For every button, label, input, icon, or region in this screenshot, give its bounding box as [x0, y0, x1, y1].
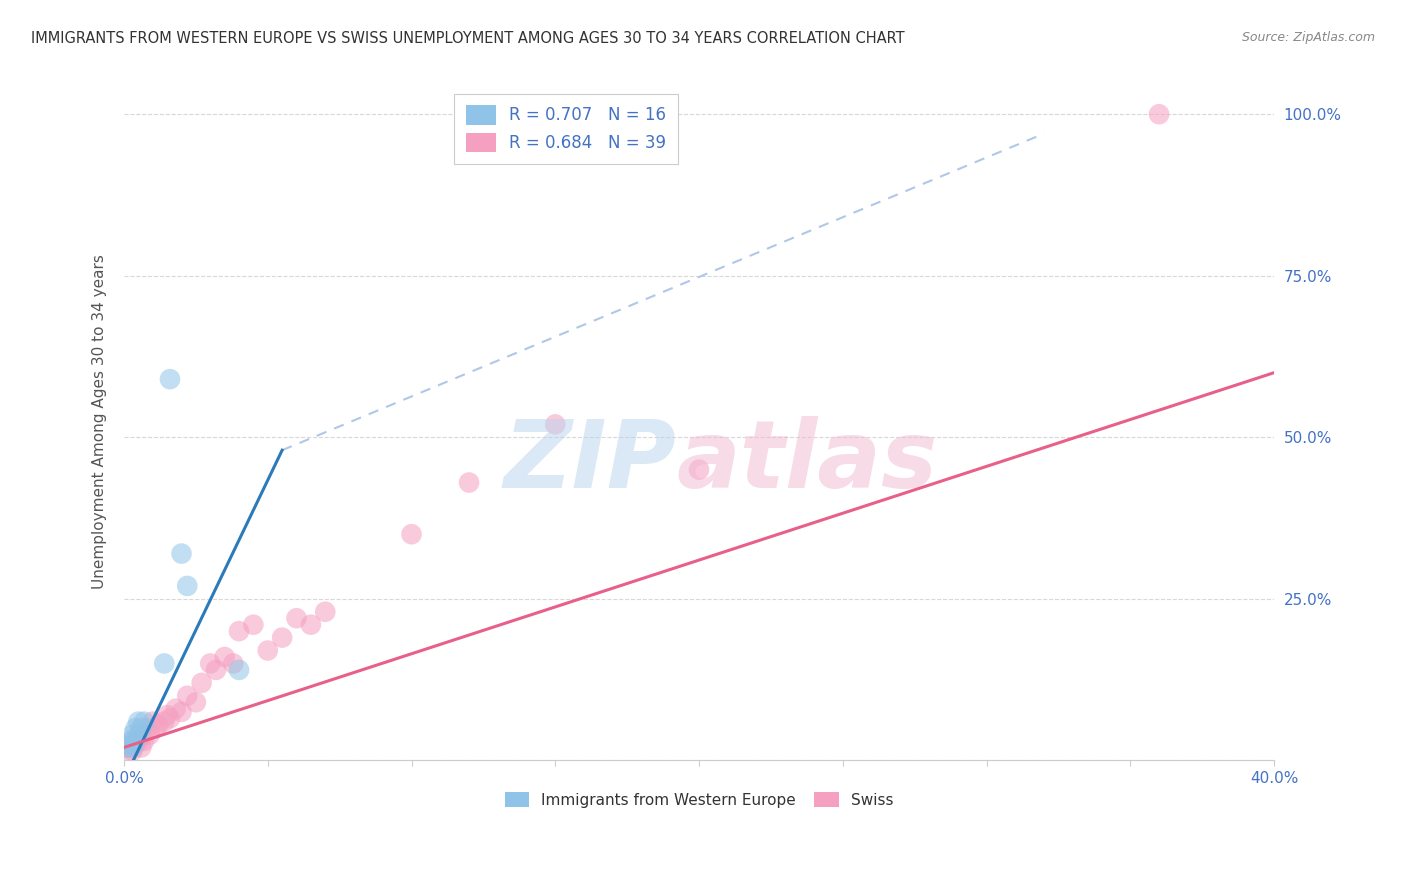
Point [285, 611, 308, 625]
Point [129, 740, 152, 755]
Point [205, 663, 228, 677]
Point [134, 734, 156, 748]
Point [271, 631, 294, 645]
Point [121, 740, 143, 755]
Point [124, 734, 146, 748]
Point [142, 714, 165, 729]
Point [228, 663, 250, 677]
Point [156, 708, 179, 723]
Point [190, 676, 212, 690]
Point [118, 734, 141, 748]
Point [222, 657, 245, 671]
Point [129, 727, 152, 741]
Point [256, 643, 278, 657]
Point [148, 718, 170, 732]
Point [124, 737, 146, 751]
Point [153, 657, 176, 671]
Point [136, 721, 159, 735]
Point [458, 475, 481, 490]
Point [118, 737, 141, 751]
Point [170, 705, 193, 719]
Point [228, 624, 250, 639]
Point [139, 727, 162, 741]
Text: Source: ZipAtlas.com: Source: ZipAtlas.com [1241, 31, 1375, 45]
Point [134, 714, 156, 729]
Point [1147, 107, 1170, 121]
Point [401, 527, 423, 541]
Point [129, 721, 152, 735]
Point [165, 701, 187, 715]
Text: IMMIGRANTS FROM WESTERN EUROPE VS SWISS UNEMPLOYMENT AMONG AGES 30 TO 34 YEARS C: IMMIGRANTS FROM WESTERN EUROPE VS SWISS … [31, 31, 904, 46]
Point [124, 721, 146, 735]
Point [145, 721, 167, 735]
Point [214, 650, 236, 665]
Point [115, 740, 138, 755]
Point [159, 711, 181, 725]
Point [118, 740, 141, 755]
Point [200, 657, 222, 671]
Point [176, 689, 198, 703]
Point [176, 579, 198, 593]
Point [159, 372, 181, 386]
Point [127, 734, 149, 748]
Point [170, 547, 193, 561]
Text: ZIP: ZIP [503, 416, 676, 508]
Point [688, 462, 710, 476]
Text: atlas: atlas [676, 416, 938, 508]
Point [121, 744, 143, 758]
Point [299, 617, 322, 632]
Point [127, 714, 149, 729]
Point [115, 747, 138, 761]
Point [115, 740, 138, 755]
Y-axis label: Unemployment Among Ages 30 to 34 years: Unemployment Among Ages 30 to 34 years [93, 253, 107, 589]
Legend: Immigrants from Western Europe, Swiss: Immigrants from Western Europe, Swiss [499, 786, 900, 814]
Point [544, 417, 567, 432]
Point [121, 727, 143, 741]
Point [242, 617, 264, 632]
Point [127, 727, 149, 741]
Point [121, 734, 143, 748]
Point [153, 714, 176, 729]
Point [184, 695, 207, 709]
Point [314, 605, 336, 619]
